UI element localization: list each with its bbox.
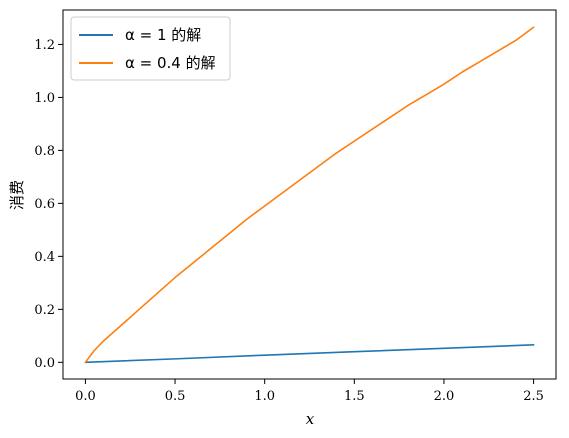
y-tick-label: 0.8 — [34, 144, 55, 159]
y-tick-label: 1.0 — [34, 91, 55, 106]
x-axis-ticks: 0.0 0.5 1.0 1.5 2.0 2.5 — [75, 379, 544, 404]
x-tick-label: 1.5 — [344, 389, 365, 404]
legend-label-alpha-1: α = 1 的解 — [125, 26, 201, 44]
legend: α = 1 的解 α = 0.4 的解 — [70, 16, 231, 81]
x-tick-label: 0.5 — [165, 389, 186, 404]
y-axis-ticks: 0.0 0.2 0.4 0.6 0.8 1.0 1.2 — [34, 38, 63, 371]
x-axis-label: x — [306, 410, 315, 428]
series-line-1 — [84, 26, 535, 364]
y-tick-label: 1.2 — [34, 38, 55, 53]
y-tick-label: 0.4 — [34, 250, 55, 265]
series-line-0 — [84, 344, 535, 364]
legend-label-alpha-0-4: α = 0.4 的解 — [125, 54, 216, 72]
x-tick-label: 2.5 — [523, 389, 544, 404]
legend-box — [70, 16, 231, 81]
y-axis-label: 消费 — [8, 180, 26, 210]
series-layer — [84, 26, 535, 364]
x-tick-label: 0.0 — [75, 389, 96, 404]
x-tick-label: 1.0 — [254, 389, 275, 404]
y-tick-label: 0.2 — [34, 303, 55, 318]
y-tick-label: 0.6 — [34, 197, 55, 212]
x-tick-label: 2.0 — [434, 389, 455, 404]
y-tick-label: 0.0 — [34, 356, 55, 371]
